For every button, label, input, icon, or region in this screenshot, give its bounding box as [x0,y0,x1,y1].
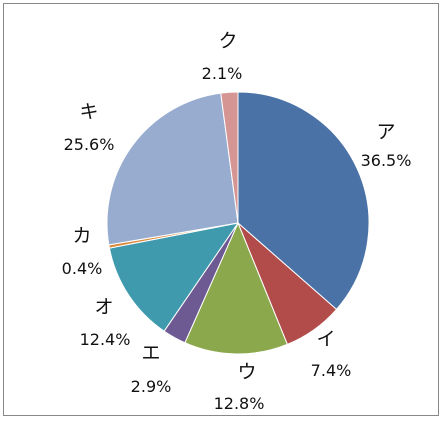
slice-percent-4: 2.9% [131,377,172,396]
slice-label-4: エ [141,342,160,364]
pie-slice-1 [237,91,370,311]
slice-percent-7: 25.6% [64,135,115,154]
pie-slice-3 [184,221,288,355]
slice-percent-3: 12.8% [214,394,265,413]
pie-chart: ア 36.5% イ 7.4% ウ 12.8% エ 2.9% オ 12.4% カ 0.4% キ 25.6% ク… [62,30,412,413]
slice-label-3: ウ [237,361,256,383]
slice-label-2: イ [316,328,335,350]
slice-percent-2: 7.4% [311,361,352,380]
slice-percent-5: 12.4% [80,330,131,349]
slice-label-6: カ [72,225,91,247]
slice-percent-8: 2.1% [202,64,243,83]
pie-slice-8 [220,91,239,224]
slice-label-5: オ [94,296,113,318]
slice-percent-6: 0.4% [62,259,103,278]
slice-label-8: ク [218,30,237,52]
pie-slice-5 [108,222,240,332]
slice-label-1: ア [376,121,395,143]
slice-label-7: キ [79,101,98,123]
slice-percent-1: 36.5% [361,151,412,170]
pie-slice-7 [106,92,239,246]
chart-area: ア 36.5% イ 7.4% ウ 12.8% エ 2.9% オ 12.4% カ 0.4% キ 25.6% ク… [3,3,439,416]
